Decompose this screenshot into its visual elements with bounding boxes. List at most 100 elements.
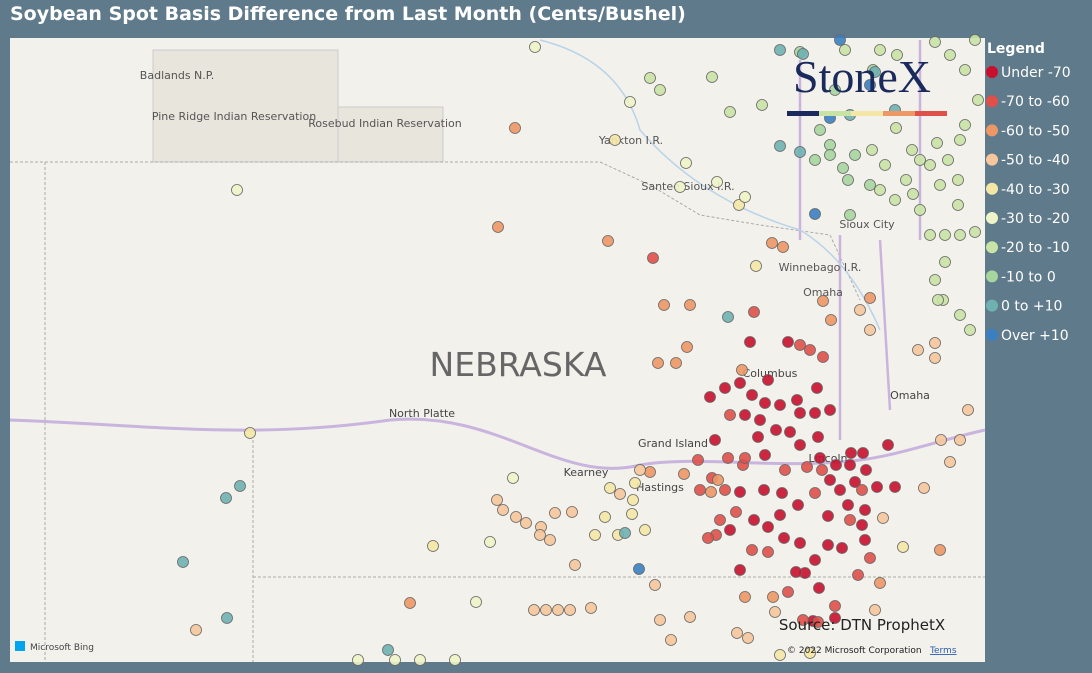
price-marker[interactable] — [774, 399, 786, 411]
price-marker[interactable] — [871, 481, 883, 493]
price-marker[interactable] — [639, 524, 651, 536]
price-marker[interactable] — [599, 511, 611, 523]
price-marker[interactable] — [619, 527, 631, 539]
price-marker[interactable] — [829, 84, 841, 96]
price-marker[interactable] — [860, 464, 872, 476]
price-marker[interactable] — [750, 260, 762, 272]
price-marker[interactable] — [817, 295, 829, 307]
price-marker[interactable] — [969, 226, 981, 238]
price-marker[interactable] — [809, 154, 821, 166]
price-marker[interactable] — [877, 512, 889, 524]
price-marker[interactable] — [767, 591, 779, 603]
price-marker[interactable] — [520, 517, 532, 529]
price-marker[interactable] — [509, 122, 521, 134]
price-marker[interactable] — [874, 577, 886, 589]
price-marker[interactable] — [842, 499, 854, 511]
price-marker[interactable] — [924, 229, 936, 241]
price-marker[interactable] — [813, 582, 825, 594]
price-marker[interactable] — [900, 174, 912, 186]
price-marker[interactable] — [497, 504, 509, 516]
price-marker[interactable] — [654, 84, 666, 96]
price-marker[interactable] — [845, 447, 857, 459]
price-marker[interactable] — [829, 600, 841, 612]
price-marker[interactable] — [852, 569, 864, 581]
price-marker[interactable] — [692, 454, 704, 466]
price-marker[interactable] — [231, 184, 243, 196]
price-marker[interactable] — [658, 299, 670, 311]
price-marker[interactable] — [812, 431, 824, 443]
price-marker[interactable] — [540, 604, 552, 616]
price-marker[interactable] — [759, 449, 771, 461]
price-marker[interactable] — [804, 344, 816, 356]
price-marker[interactable] — [470, 596, 482, 608]
price-marker[interactable] — [634, 464, 646, 476]
price-marker[interactable] — [220, 492, 232, 504]
price-marker[interactable] — [734, 377, 746, 389]
price-marker[interactable] — [906, 144, 918, 156]
price-marker[interactable] — [790, 566, 802, 578]
price-marker[interactable] — [918, 482, 930, 494]
price-marker[interactable] — [864, 292, 876, 304]
price-marker[interactable] — [882, 439, 894, 451]
price-marker[interactable] — [864, 79, 876, 91]
price-marker[interactable] — [942, 154, 954, 166]
price-marker[interactable] — [769, 606, 781, 618]
price-marker[interactable] — [528, 604, 540, 616]
price-marker[interactable] — [836, 542, 848, 554]
terms-link[interactable]: Terms — [929, 646, 957, 656]
price-marker[interactable] — [234, 480, 246, 492]
price-marker[interactable] — [734, 486, 746, 498]
price-marker[interactable] — [602, 235, 614, 247]
price-marker[interactable] — [709, 434, 721, 446]
price-marker[interactable] — [762, 374, 774, 386]
price-marker[interactable] — [778, 532, 790, 544]
price-marker[interactable] — [714, 514, 726, 526]
price-marker[interactable] — [777, 241, 789, 253]
price-marker[interactable] — [869, 66, 881, 78]
price-marker[interactable] — [784, 426, 796, 438]
map[interactable]: Badlands N.P. Pine Ridge Indian Reservat… — [9, 34, 986, 666]
price-marker[interactable] — [954, 134, 966, 146]
price-marker[interactable] — [389, 654, 401, 666]
price-marker[interactable] — [190, 624, 202, 636]
price-marker[interactable] — [731, 627, 743, 639]
price-marker[interactable] — [866, 144, 878, 156]
price-marker[interactable] — [549, 507, 561, 519]
price-marker[interactable] — [739, 591, 751, 603]
price-marker[interactable] — [733, 199, 745, 211]
price-marker[interactable] — [569, 559, 581, 571]
price-marker[interactable] — [221, 612, 233, 624]
price-marker[interactable] — [797, 614, 809, 626]
price-marker[interactable] — [929, 274, 941, 286]
price-marker[interactable] — [629, 477, 641, 489]
price-marker[interactable] — [552, 604, 564, 616]
price-marker[interactable] — [704, 391, 716, 403]
price-marker[interactable] — [782, 336, 794, 348]
price-marker[interactable] — [564, 604, 576, 616]
price-marker[interactable] — [449, 654, 461, 666]
price-marker[interactable] — [736, 364, 748, 376]
price-marker[interactable] — [633, 563, 645, 575]
price-marker[interactable] — [644, 466, 656, 478]
price-marker[interactable] — [809, 208, 821, 220]
price-marker[interactable] — [774, 140, 786, 152]
price-marker[interactable] — [889, 481, 901, 493]
price-marker[interactable] — [724, 524, 736, 536]
price-marker[interactable] — [491, 494, 503, 506]
price-marker[interactable] — [776, 487, 788, 499]
price-marker[interactable] — [609, 134, 621, 146]
price-marker[interactable] — [816, 464, 828, 476]
price-marker[interactable] — [734, 564, 746, 576]
price-marker[interactable] — [719, 484, 731, 496]
price-marker[interactable] — [797, 48, 809, 60]
price-marker[interactable] — [931, 137, 943, 149]
price-marker[interactable] — [744, 336, 756, 348]
price-marker[interactable] — [649, 579, 661, 591]
price-marker[interactable] — [791, 394, 803, 406]
price-marker[interactable] — [404, 597, 416, 609]
price-marker[interactable] — [849, 476, 861, 488]
price-marker[interactable] — [962, 404, 974, 416]
price-marker[interactable] — [647, 252, 659, 264]
price-marker[interactable] — [874, 184, 886, 196]
price-marker[interactable] — [842, 174, 854, 186]
